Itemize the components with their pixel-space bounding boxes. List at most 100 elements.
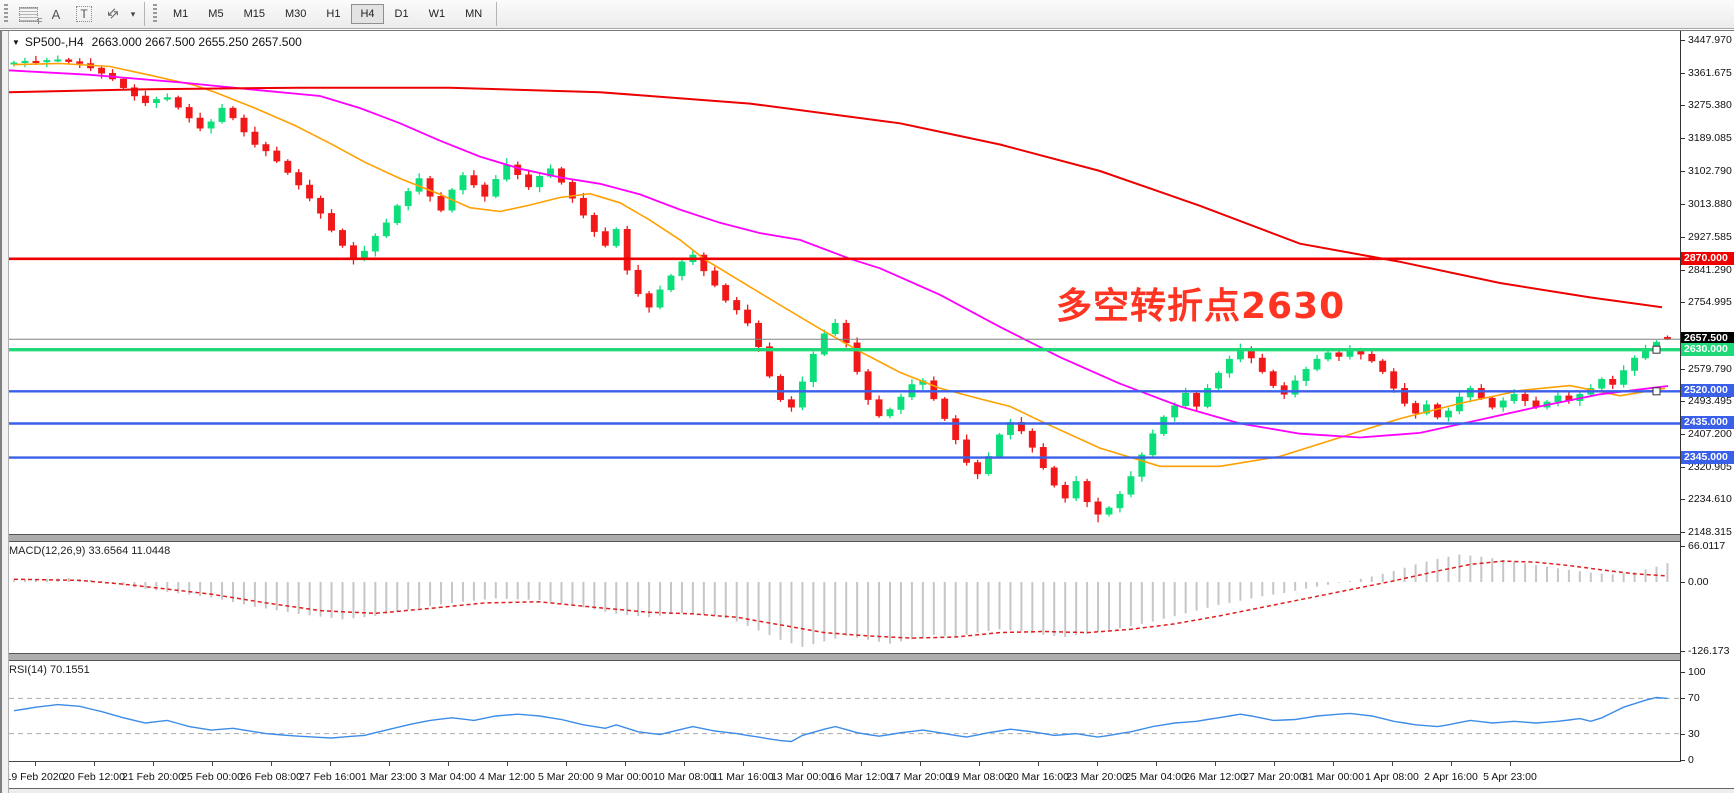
- price-tick-dash: [1681, 138, 1685, 139]
- price-tick-label: 2148.315: [1688, 526, 1732, 538]
- time-axis-label: 27 Feb 16:00: [299, 771, 361, 783]
- macd-tick-dash: [1681, 651, 1685, 652]
- time-tick-mark: [1333, 762, 1334, 766]
- timeframe-button-m5[interactable]: M5: [199, 4, 232, 24]
- time-tick-mark: [212, 762, 213, 766]
- rsi-tick-label: 0: [1688, 754, 1694, 766]
- price-tick-dash: [1681, 401, 1685, 402]
- macd-signal-line: [13, 560, 1668, 639]
- price-tick-label: 3361.675: [1688, 67, 1732, 79]
- support-line-2345-label: 2345.000: [1681, 451, 1734, 464]
- time-axis-label: 2 Apr 16:00: [1424, 771, 1478, 783]
- time-axis[interactable]: 19 Feb 2020 20 Feb 12:00 21 Feb 20:00 25 Fe…: [0, 761, 1680, 789]
- price-tick-dash: [1681, 237, 1685, 238]
- price-axis-border: [1680, 31, 1681, 762]
- rsi-panel-chart[interactable]: [0, 661, 1680, 761]
- arrows-dropdown-icon[interactable]: ▾: [130, 8, 136, 19]
- time-axis-label: 11 Mar 16:00: [712, 771, 774, 783]
- timeframe-button-w1[interactable]: W1: [420, 4, 455, 24]
- time-axis-label: 9 Mar 00:00: [596, 771, 654, 783]
- rsi-tick-dash: [1681, 734, 1685, 735]
- timeframe-button-m1[interactable]: M1: [164, 4, 197, 24]
- timeframe-button-h4[interactable]: H4: [351, 4, 384, 24]
- pivot-line-2630-handle[interactable]: [1652, 345, 1661, 354]
- crosshair-grid-icon[interactable]: F: [16, 3, 43, 26]
- price-tick-label: 2320.905: [1688, 461, 1732, 473]
- time-axis-label: 26 Feb 08:00: [240, 771, 302, 783]
- line-studies-toolbar: F A T ⇵ ▾: [14, 3, 140, 26]
- price-axis[interactable]: 3447.970 3361.675 3275.380 3189.085 3102.790…: [1681, 31, 1734, 788]
- text-tool-icon[interactable]: A: [51, 6, 61, 22]
- window-bottom-edge: [0, 788, 1734, 793]
- macd-tick-label: 66.0117: [1688, 540, 1726, 552]
- toolbar-separator: [144, 2, 145, 26]
- macd-tick-dash: [1681, 546, 1685, 547]
- price-chart[interactable]: [0, 31, 1680, 534]
- time-tick-mark: [94, 762, 95, 766]
- rsi-indicator-label: RSI(14) 70.1551: [9, 664, 90, 676]
- price-tick-dash: [1681, 204, 1685, 205]
- timeframe-toolbar: M1 M5 M15 M30 H1 H4 D1 W1 MN: [163, 4, 492, 24]
- support-line-2520-handle[interactable]: [1652, 387, 1661, 396]
- text-label-tool-icon[interactable]: T: [72, 3, 96, 25]
- time-axis-label: 23 Mar 20:00: [1066, 771, 1128, 783]
- annotation-text[interactable]: 多空转折点2630: [1056, 286, 1346, 327]
- time-tick-mark: [802, 762, 803, 766]
- resistance-line-2870-label: 2870.000: [1681, 252, 1734, 265]
- chart-title: ▼ SP500-,H4 2663.000 2667.500 2655.250 265…: [12, 35, 302, 49]
- price-tick-label: 3189.085: [1688, 132, 1732, 144]
- price-tick-label: 2927.585: [1688, 231, 1732, 243]
- support-line-2520-label: 2520.000: [1681, 384, 1734, 397]
- macd-histogram: [13, 554, 1669, 647]
- time-tick-mark: [566, 762, 567, 766]
- rsi-tick-label: 70: [1688, 692, 1700, 704]
- time-axis-label: 4 Mar 12:00: [478, 771, 536, 783]
- support-line-2435-label: 2435.000: [1681, 416, 1734, 429]
- macd-indicator-label: MACD(12,26,9) 33.6564 11.0448: [9, 545, 171, 557]
- time-axis-label: 10 Mar 08:00: [653, 771, 715, 783]
- price-tick-label: 3447.970: [1688, 34, 1732, 46]
- timeframe-button-h1[interactable]: H1: [317, 4, 349, 24]
- time-tick-mark: [507, 762, 508, 766]
- time-axis-label: 19 Mar 08:00: [948, 771, 1010, 783]
- time-tick-mark: [35, 762, 36, 766]
- time-tick-mark: [1274, 762, 1275, 766]
- time-axis-label: 17 Mar 20:00: [889, 771, 951, 783]
- price-tick-dash: [1681, 302, 1685, 303]
- arrows-tool-icon[interactable]: ⇵: [103, 4, 122, 23]
- timeframe-button-m15[interactable]: M15: [235, 4, 274, 24]
- collapse-triangle-icon[interactable]: ▼: [12, 38, 20, 47]
- timeframe-button-d1[interactable]: D1: [386, 4, 418, 24]
- candles: [10, 55, 1671, 523]
- price-tick-dash: [1681, 105, 1685, 106]
- timeframe-toolbar-drag-handle[interactable]: [153, 4, 157, 24]
- timeframe-button-m30[interactable]: M30: [276, 4, 315, 24]
- time-axis-label: 26 Mar 12:00: [1184, 771, 1246, 783]
- price-tick-dash: [1681, 73, 1685, 74]
- time-tick-mark: [1038, 762, 1039, 766]
- macd-tick-label: 0.00: [1688, 576, 1709, 588]
- price-tick-dash: [1681, 270, 1685, 271]
- toolbar: F A T ⇵ ▾ M1 M5 M15 M30 H1 H4 D1 W1 MN: [0, 0, 1734, 29]
- timeframe-button-mn[interactable]: MN: [456, 4, 491, 24]
- time-tick-mark: [271, 762, 272, 766]
- macd-tick-dash: [1681, 582, 1685, 583]
- time-tick-mark: [1510, 762, 1511, 766]
- toolbar-drag-handle[interactable]: [4, 4, 8, 24]
- time-axis-label: 3 Mar 04:00: [419, 771, 477, 783]
- panel-splitter-macd[interactable]: [0, 534, 1734, 542]
- price-tick-dash: [1681, 467, 1685, 468]
- chart-window: ▼ SP500-,H4 2663.000 2667.500 2655.250 265…: [0, 30, 1734, 793]
- time-axis-label: 5 Apr 23:00: [1483, 771, 1537, 783]
- time-tick-mark: [448, 762, 449, 766]
- macd-panel-chart[interactable]: [0, 542, 1680, 653]
- window-left-edge: [0, 31, 9, 793]
- ma-mid-magenta: [7, 69, 1669, 439]
- time-axis-label: 27 Mar 20:00: [1243, 771, 1305, 783]
- price-tick-label: 2754.995: [1688, 296, 1732, 308]
- price-tick-dash: [1681, 369, 1685, 370]
- time-axis-label: 31 Mar 00:00: [1302, 771, 1364, 783]
- rsi-tick-dash: [1681, 698, 1685, 699]
- panel-splitter-rsi[interactable]: [0, 653, 1734, 661]
